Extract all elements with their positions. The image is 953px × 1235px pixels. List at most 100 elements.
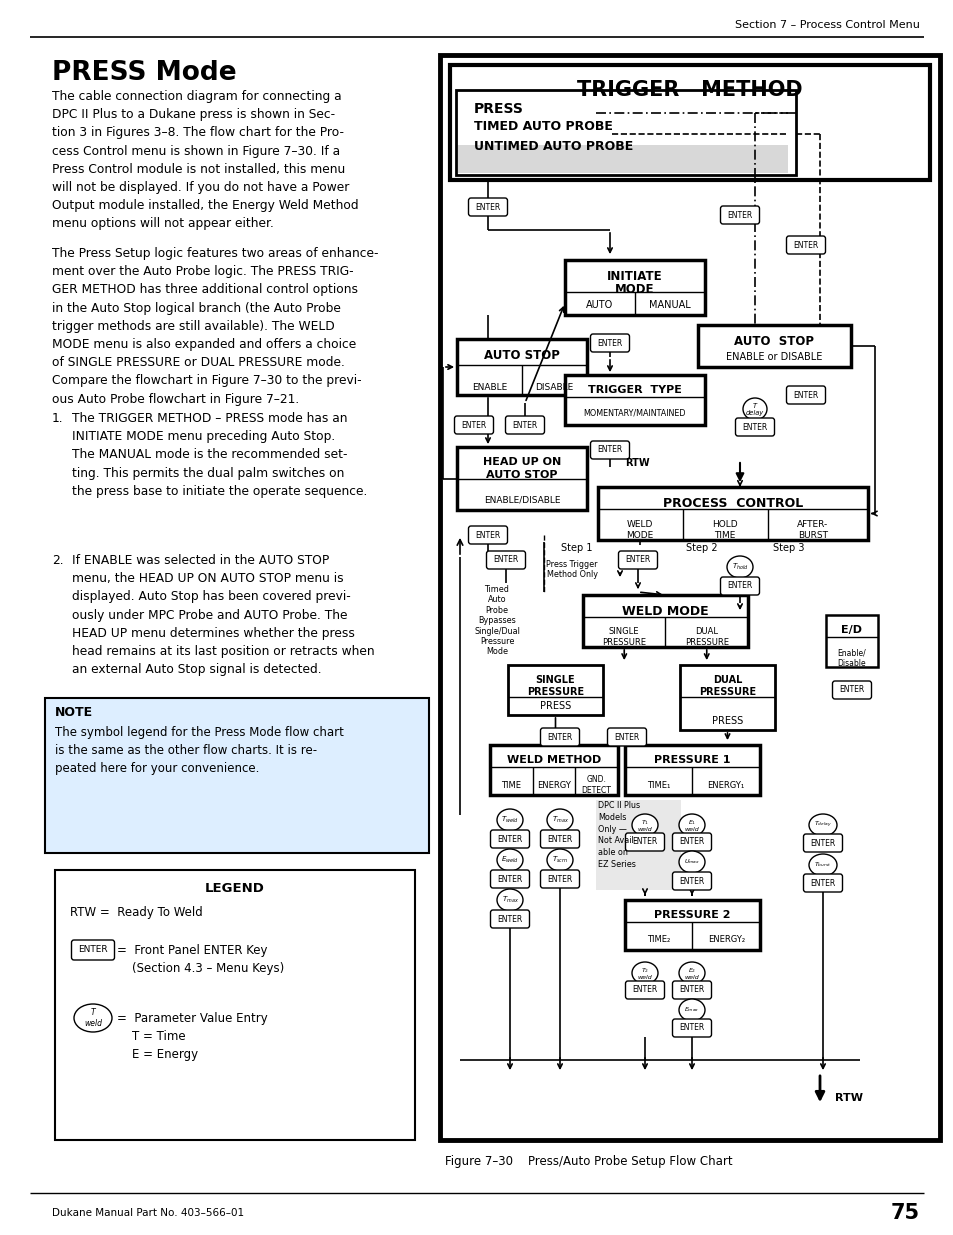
- Text: WELD MODE: WELD MODE: [621, 605, 708, 618]
- Text: Step 3: Step 3: [772, 543, 803, 553]
- Text: ENABLE/DISABLE: ENABLE/DISABLE: [483, 495, 559, 505]
- Text: UNTIMED AUTO PROBE: UNTIMED AUTO PROBE: [474, 140, 633, 153]
- FancyBboxPatch shape: [618, 551, 657, 569]
- Text: ENTER: ENTER: [726, 582, 752, 590]
- Text: ENTER: ENTER: [632, 986, 657, 994]
- Text: DPC II Plus
Models
Only —
Not Avail-
able on
EZ Series: DPC II Plus Models Only — Not Avail- abl…: [598, 802, 639, 869]
- Bar: [45, 698, 429, 853]
- Text: SINGLE
PRESSURE: SINGLE PRESSURE: [601, 627, 645, 647]
- Text: ENTER: ENTER: [741, 422, 767, 431]
- FancyBboxPatch shape: [490, 869, 529, 888]
- Text: ENTER: ENTER: [679, 877, 704, 885]
- FancyBboxPatch shape: [540, 869, 578, 888]
- Text: ENTER: ENTER: [726, 210, 752, 220]
- Bar: [456, 338, 586, 395]
- FancyBboxPatch shape: [672, 872, 711, 890]
- Ellipse shape: [726, 556, 752, 578]
- Text: ENTER: ENTER: [512, 420, 537, 430]
- Text: PROCESS  CONTROL: PROCESS CONTROL: [662, 496, 802, 510]
- Bar: [457, 144, 787, 173]
- Text: ENTER: ENTER: [614, 732, 639, 741]
- FancyBboxPatch shape: [71, 940, 114, 960]
- FancyBboxPatch shape: [454, 416, 493, 433]
- Text: TRIGGER  TYPE: TRIGGER TYPE: [587, 385, 681, 395]
- Text: ENTER: ENTER: [625, 556, 650, 564]
- Bar: [564, 375, 704, 425]
- Text: ENTER: ENTER: [632, 837, 657, 846]
- Text: If ENABLE was selected in the AUTO STOP
menu, the HEAD UP ON AUTO STOP menu is
d: If ENABLE was selected in the AUTO STOP …: [71, 555, 375, 677]
- Text: GND.
DETECT: GND. DETECT: [581, 776, 611, 794]
- Bar: [624, 900, 760, 950]
- Bar: [456, 447, 586, 510]
- FancyBboxPatch shape: [720, 206, 759, 224]
- Text: ENTER: ENTER: [793, 241, 818, 249]
- Text: =  Parameter Value Entry
    T = Time
    E = Energy: = Parameter Value Entry T = Time E = Ene…: [117, 1011, 268, 1061]
- Text: Dukane Manual Part No. 403–566–01: Dukane Manual Part No. 403–566–01: [52, 1208, 244, 1218]
- Ellipse shape: [546, 809, 573, 831]
- Text: T
weld: T weld: [84, 1008, 102, 1028]
- Bar: [582, 595, 747, 647]
- Text: Step 1: Step 1: [561, 543, 593, 553]
- Text: ENTER: ENTER: [809, 878, 835, 888]
- Text: $T_{burst}$: $T_{burst}$: [814, 861, 831, 869]
- FancyBboxPatch shape: [486, 551, 525, 569]
- Ellipse shape: [546, 848, 573, 871]
- Text: TRIGGER   METHOD: TRIGGER METHOD: [577, 80, 802, 100]
- Text: PRESSURE 2: PRESSURE 2: [654, 910, 730, 920]
- Bar: [490, 745, 618, 795]
- Text: ENTER: ENTER: [809, 839, 835, 847]
- Text: The cable connection diagram for connecting a
DPC II Plus to a Dukane press is s: The cable connection diagram for connect…: [52, 90, 358, 231]
- Text: $T_{delay}$: $T_{delay}$: [813, 820, 831, 830]
- Text: ENABLE: ENABLE: [472, 383, 507, 391]
- FancyBboxPatch shape: [672, 1019, 711, 1037]
- Text: $E_2$
weld: $E_2$ weld: [684, 966, 699, 981]
- Text: INITIATE: INITIATE: [606, 270, 662, 283]
- Ellipse shape: [679, 962, 704, 984]
- Ellipse shape: [497, 809, 522, 831]
- FancyBboxPatch shape: [735, 417, 774, 436]
- Text: Press Trigger
Method Only: Press Trigger Method Only: [546, 559, 598, 579]
- Text: ENERGY₂: ENERGY₂: [707, 935, 744, 945]
- FancyBboxPatch shape: [468, 526, 507, 543]
- Text: $T_{max}$: $T_{max}$: [551, 815, 568, 825]
- Bar: [456, 90, 795, 175]
- Ellipse shape: [679, 851, 704, 873]
- Text: Enable/
Disable: Enable/ Disable: [837, 648, 865, 668]
- FancyBboxPatch shape: [625, 981, 664, 999]
- Bar: [439, 56, 939, 1140]
- Bar: [679, 664, 774, 730]
- Text: WELD METHOD: WELD METHOD: [506, 755, 600, 764]
- Ellipse shape: [808, 814, 836, 836]
- Text: ENTER: ENTER: [497, 914, 522, 924]
- FancyBboxPatch shape: [720, 577, 759, 595]
- FancyBboxPatch shape: [490, 830, 529, 848]
- FancyBboxPatch shape: [590, 441, 629, 459]
- Text: The TRIGGER METHOD – PRESS mode has an
INITIATE MODE menu preceding Auto Stop.
T: The TRIGGER METHOD – PRESS mode has an I…: [71, 412, 367, 498]
- Text: LEGEND: LEGEND: [205, 882, 265, 895]
- Text: ENTER: ENTER: [597, 446, 622, 454]
- Text: ENTER: ENTER: [78, 946, 108, 955]
- Text: NOTE: NOTE: [55, 706, 93, 719]
- Text: MOMENTARY/MAINTAINED: MOMENTARY/MAINTAINED: [583, 409, 685, 417]
- Text: DISABLE: DISABLE: [535, 383, 573, 391]
- Text: HEAD UP ON: HEAD UP ON: [482, 457, 560, 467]
- FancyBboxPatch shape: [625, 832, 664, 851]
- Text: T
delay: T delay: [745, 403, 763, 415]
- Text: ENTER: ENTER: [497, 835, 522, 844]
- Text: =  Front Panel ENTER Key
    (Section 4.3 – Menu Keys): = Front Panel ENTER Key (Section 4.3 – M…: [117, 944, 284, 974]
- Text: PRESSURE: PRESSURE: [699, 687, 756, 697]
- FancyBboxPatch shape: [540, 830, 578, 848]
- Ellipse shape: [631, 814, 658, 836]
- Text: Section 7 – Process Control Menu: Section 7 – Process Control Menu: [735, 20, 919, 30]
- Text: PRESS Mode: PRESS Mode: [52, 61, 236, 86]
- Text: RTW =  Ready To Weld: RTW = Ready To Weld: [70, 906, 203, 919]
- Text: ENTER: ENTER: [679, 837, 704, 846]
- Ellipse shape: [497, 848, 522, 871]
- FancyBboxPatch shape: [802, 834, 841, 852]
- Bar: [564, 261, 704, 315]
- Text: DUAL: DUAL: [712, 676, 741, 685]
- Text: $T_{hold}$: $T_{hold}$: [731, 562, 748, 572]
- Bar: [598, 487, 867, 540]
- Text: ENABLE or DISABLE: ENABLE or DISABLE: [725, 352, 821, 362]
- Text: $T_{weld}$: $T_{weld}$: [500, 815, 518, 825]
